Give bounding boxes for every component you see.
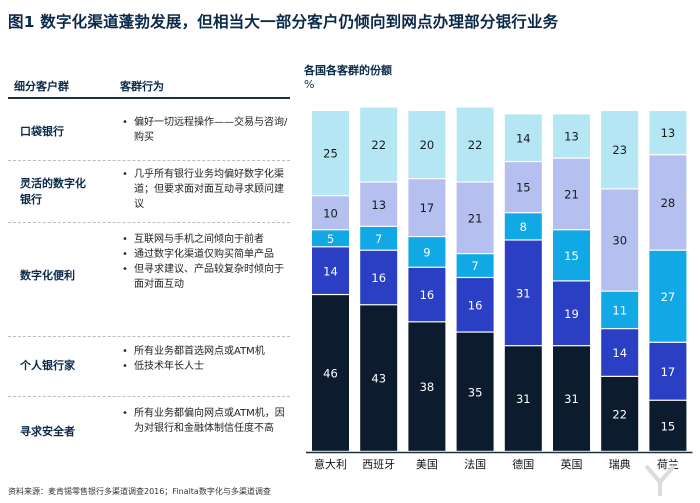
bar-value-label: 19 [564, 307, 579, 321]
stacked-bar-chart: 46 14 5 10 25 意大利 43 16 7 13 22 西班牙 38 16 9 17 20 美国 35 16 7… [0, 0, 700, 503]
bar-value-label: 13 [661, 126, 676, 140]
x-tick-label: 德国 [512, 457, 534, 471]
bar-value-label: 15 [516, 181, 531, 195]
bar-value-label: 21 [564, 188, 579, 202]
x-tick-label: 英国 [561, 457, 583, 471]
bar-value-label: 10 [323, 206, 338, 220]
bar-value-label: 13 [564, 130, 579, 144]
bar-value-label: 9 [423, 246, 430, 260]
bar-value-label: 31 [516, 392, 531, 406]
watermark-logo-icon [640, 462, 680, 498]
bar-value-label: 5 [327, 232, 334, 246]
bar-value-label: 15 [661, 419, 676, 433]
bar-value-label: 27 [661, 290, 676, 304]
x-tick-label: 法国 [464, 457, 486, 471]
bar-value-label: 30 [612, 234, 627, 248]
x-tick-label: 意大利 [314, 457, 347, 471]
bar-value-label: 15 [564, 249, 579, 263]
x-tick-label: 美国 [416, 458, 438, 471]
bar-value-label: 11 [612, 303, 627, 317]
bar-value-label: 43 [371, 372, 386, 386]
bar-value-label: 31 [516, 286, 531, 300]
bar-value-label: 17 [420, 201, 435, 215]
bar-value-label: 8 [520, 220, 527, 234]
x-tick-label: 西班牙 [362, 458, 395, 471]
bar-value-label: 14 [323, 264, 338, 278]
bar-value-label: 14 [612, 346, 627, 360]
bar-value-label: 17 [661, 365, 676, 379]
bar-value-label: 14 [516, 131, 531, 145]
bar-value-label: 38 [420, 380, 435, 394]
bar-value-label: 35 [468, 385, 483, 399]
bar-value-label: 16 [371, 271, 386, 285]
bar-value-label: 31 [564, 392, 579, 406]
bar-value-label: 46 [323, 367, 338, 381]
bar-value-label: 22 [371, 138, 386, 152]
bar-value-label: 22 [468, 138, 483, 152]
bar-value-label: 16 [420, 288, 435, 302]
bar-value-label: 7 [471, 259, 478, 273]
bar-value-label: 13 [371, 198, 386, 212]
bar-value-label: 23 [612, 143, 627, 157]
source-note: 资料来源：麦肯锡零售银行多渠道调查2016；Finalta数字化与多渠道调查 [8, 486, 271, 497]
bar-value-label: 22 [612, 407, 627, 421]
bar-value-label: 28 [661, 196, 676, 210]
bar-value-label: 16 [468, 298, 483, 312]
bar-value-label: 7 [375, 232, 382, 246]
bar-value-label: 25 [323, 147, 338, 161]
x-tick-label: 瑞典 [609, 457, 631, 471]
bar-value-label: 20 [420, 138, 435, 152]
bar-value-label: 21 [468, 211, 483, 225]
